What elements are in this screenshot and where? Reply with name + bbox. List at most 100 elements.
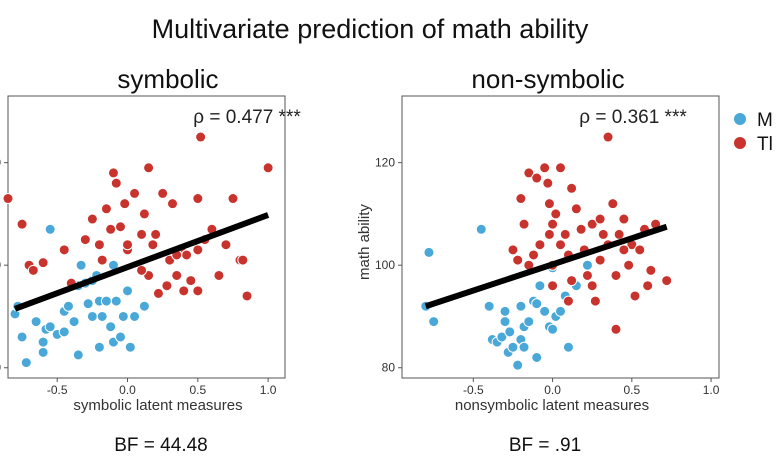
data-point-tl — [642, 280, 654, 292]
data-point-m — [96, 310, 108, 322]
data-point-m — [86, 310, 98, 322]
data-point-tl — [618, 244, 630, 256]
data-point-tl — [543, 198, 555, 210]
data-point-tl — [555, 239, 566, 251]
data-point-tl — [515, 193, 527, 205]
data-point-tl — [575, 223, 587, 235]
data-point-m — [547, 323, 559, 335]
data-point-m — [37, 346, 49, 358]
data-point-m — [496, 331, 508, 343]
legend-marker-m — [733, 112, 747, 126]
x-axis-label: nonsymbolic latent measures — [455, 397, 649, 414]
data-point-m — [428, 316, 440, 328]
data-point-tl — [610, 269, 622, 281]
y-tick-label: 100 — [375, 258, 395, 272]
data-point-tl — [171, 269, 183, 281]
data-point-tl — [610, 323, 622, 335]
data-point-m — [531, 351, 543, 363]
data-point-tl — [570, 203, 582, 215]
data-point-m — [423, 246, 435, 258]
data-point-tl — [602, 131, 614, 143]
data-point-tl — [623, 259, 635, 271]
correlation-annotation: ρ = 0.477 *** — [193, 107, 301, 128]
data-point-tl — [152, 287, 164, 299]
figure-title: Multivariate prediction of math ability — [152, 14, 589, 44]
data-point-m — [507, 341, 519, 353]
data-point-m — [114, 331, 126, 343]
data-point-tl — [634, 244, 646, 256]
data-point-tl — [79, 234, 91, 246]
y-tick-label: 0 — [0, 156, 1, 170]
data-point-m — [16, 331, 28, 343]
data-point-tl — [96, 254, 108, 266]
legend-label-tl: Tl — [757, 134, 773, 155]
data-point-tl — [192, 193, 204, 205]
data-point-m — [44, 223, 56, 235]
y-tick-label: 0 — [0, 361, 1, 375]
data-point-tl — [161, 280, 173, 292]
panel-non-symbolic: non-symbolic math ability 80 100 120 -0.5 0… — [356, 64, 720, 456]
data-point-tl — [594, 254, 606, 266]
data-point-m — [523, 316, 535, 328]
data-point-tl — [114, 221, 126, 233]
data-point-m — [581, 259, 593, 271]
data-point-m — [37, 336, 49, 348]
data-point-tl — [220, 239, 232, 251]
data-point-tl — [594, 213, 606, 225]
data-point-m — [20, 357, 32, 369]
data-point-tl — [589, 295, 601, 307]
panel-symbolic: symbolic 0 0 0 -0.5 0.0 0.5 1.0 ρ = 0.477 ***… — [0, 64, 301, 456]
data-point-tl — [241, 290, 253, 302]
data-point-tl — [661, 275, 673, 287]
scatter-points — [2, 131, 274, 369]
data-point-m — [138, 300, 150, 312]
plot-frame — [401, 95, 720, 379]
data-point-tl — [534, 239, 546, 251]
regression-line — [13, 212, 270, 312]
data-point-tl — [150, 228, 162, 240]
data-point-tl — [237, 254, 249, 266]
data-point-tl — [518, 218, 530, 230]
panel-subtitle: symbolic — [117, 64, 218, 94]
legend-label-m: M — [757, 110, 773, 131]
x-tick-label: -0.5 — [47, 383, 68, 397]
data-point-tl — [157, 187, 169, 199]
data-point-tl — [138, 208, 150, 220]
data-point-tl — [555, 162, 566, 174]
data-point-tl — [178, 285, 190, 297]
x-tick-label: -0.5 — [463, 383, 484, 397]
bayes-factor: BF = .91 — [509, 435, 581, 456]
data-point-tl — [27, 264, 39, 276]
data-point-m — [100, 295, 112, 307]
data-point-tl — [213, 269, 225, 281]
x-tick-label: 1.0 — [703, 383, 720, 397]
correlation-annotation: ρ = 0.361 *** — [579, 107, 687, 128]
panel-subtitle: non-symbolic — [471, 64, 624, 94]
data-point-m — [499, 305, 511, 317]
data-point-tl — [136, 228, 148, 240]
data-point-m — [122, 285, 134, 297]
y-axis-label: math ability — [356, 204, 373, 280]
plot-frame — [7, 95, 286, 379]
legend: M Tl — [733, 110, 773, 155]
data-point-m — [483, 300, 495, 312]
y-tick-label: 0 — [0, 258, 1, 272]
regression-line — [424, 223, 668, 310]
data-point-tl — [523, 167, 535, 179]
data-point-tl — [129, 187, 141, 199]
data-point-m — [534, 280, 546, 292]
data-point-tl — [227, 193, 239, 205]
data-point-m — [504, 326, 516, 338]
data-point-m — [105, 321, 117, 333]
data-point-tl — [586, 218, 598, 230]
data-point-m — [555, 305, 566, 317]
data-point-tl — [550, 208, 562, 220]
x-ticks: -0.5 0.0 0.5 1.0 — [47, 378, 277, 397]
data-point-tl — [167, 198, 179, 210]
data-point-tl — [16, 218, 28, 230]
data-point-tl — [119, 198, 131, 210]
data-point-m — [75, 259, 87, 271]
data-point-tl — [547, 280, 559, 292]
data-point-m — [124, 341, 136, 353]
